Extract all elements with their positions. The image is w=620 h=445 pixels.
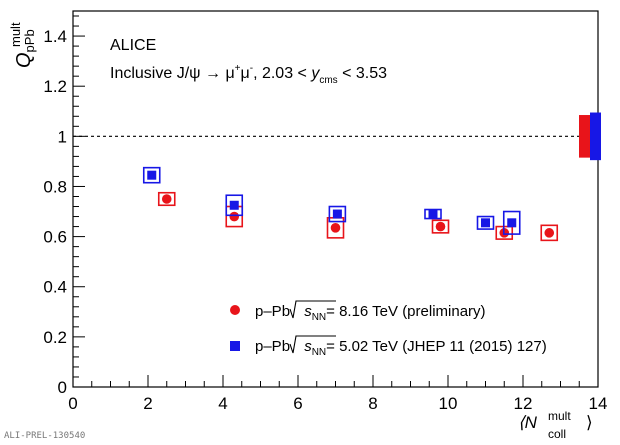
x-tick-label: 12 [514,394,533,413]
y-tick-label: 1.4 [43,27,67,46]
legend2-sub: NN [312,347,326,358]
systematic-box [157,191,176,207]
sqrt-sign-1 [289,300,336,319]
process-description: Inclusive J/ψ → μ+μ-, 2.03 < ycms < 3.53 [110,63,387,86]
x-tick-label: 0 [68,394,77,413]
legend-entry-1: p–Pb sNN= 8.16 TeV (preliminary) [255,303,486,323]
series-8-16-tev [157,191,559,242]
legend: p–Pb sNN= 8.16 TeV (preliminary) p–Pb sN… [230,300,547,358]
experiment-label: ALICE [110,37,156,54]
desc-var: y [310,65,320,82]
legend1-sub: NN [312,312,326,323]
systematic-box [424,208,442,220]
data-point [161,194,172,204]
y-tick-label: 0.6 [43,228,67,247]
systematic-box [502,210,521,235]
xlabel-main: ⟨N [518,413,538,432]
x-axis-title-sub: coll [548,427,566,441]
systematic-box [225,194,244,217]
desc-post2: < 3.53 [338,65,387,82]
sqrt-sign-2 [289,335,336,354]
legend1-root: s [304,303,312,320]
y-tick-label: 0.8 [43,177,67,196]
x-tick-label: 8 [368,394,377,413]
x-tick-label: 14 [589,394,608,413]
systematic-box [431,219,450,234]
legend1-pre: p–Pb [255,303,294,320]
data-point [229,211,240,222]
legend-entry-2: p–Pb sNN= 5.02 TeV (JHEP 11 (2015) 127) [255,338,547,358]
data-point [428,209,438,219]
x-tick-label: 2 [143,394,152,413]
systematic-box [328,205,347,223]
data-point [147,170,157,180]
desc-sub: cms [319,75,337,86]
systematic-box [142,166,161,184]
legend2-root: s [304,338,312,355]
legend-marker-blue [230,341,240,351]
y-axis-title-sup: mult [8,22,23,47]
x-tick-label: 4 [218,394,227,413]
series-5-02-tev [142,166,521,235]
global-uncertainty-boxes [579,112,601,161]
y-tick-label: 1 [58,127,67,146]
global-uncertainty-red [579,115,590,158]
desc-mid: μ [241,65,250,82]
desc-sup2: - [250,63,253,74]
y-axis-title: QpPb [13,29,37,68]
y-tick-label: 1.2 [43,77,67,96]
ylabel-sub: pPb [22,29,37,52]
data-point [332,209,342,219]
legend-marker-red [230,305,240,315]
ylabel-main: Q [13,52,35,68]
desc-sup1: + [235,63,241,74]
data-point [481,218,490,228]
global-uncertainty-blue [590,112,601,161]
data-point [544,228,555,238]
desc-post1: , 2.03 < [253,65,311,82]
x-tick-label: 10 [439,394,458,413]
data-point [229,200,239,210]
preliminary-label: ALI-PREL-130540 [4,431,86,441]
y-tick-label: 0 [58,378,67,397]
data-point [507,218,517,228]
legend2-pre: p–Pb [255,338,294,355]
data-point [330,223,341,233]
y-ticks: 0 0.2 0.4 0.6 0.8 1 1.2 1.4 [43,15,85,397]
x-axis-title: ⟨N [518,413,538,432]
legend1-post: = 8.16 TeV (preliminary) [326,303,485,320]
systematic-box [476,215,495,230]
x-axis-title-sup: mult [548,409,571,423]
series-layer [142,166,559,242]
x-ticks: 0 2 4 6 8 10 12 14 [68,375,607,413]
y-tick-label: 0.2 [43,328,67,347]
legend2-post: = 5.02 TeV (JHEP 11 (2015) 127) [326,338,547,355]
systematic-box [540,224,559,242]
x-axis-title-close: ⟩ [586,413,593,432]
data-point [435,221,446,232]
desc-pre: Inclusive J/ψ → μ [110,65,235,82]
x-tick-label: 6 [293,394,302,413]
y-tick-label: 0.4 [43,278,67,297]
